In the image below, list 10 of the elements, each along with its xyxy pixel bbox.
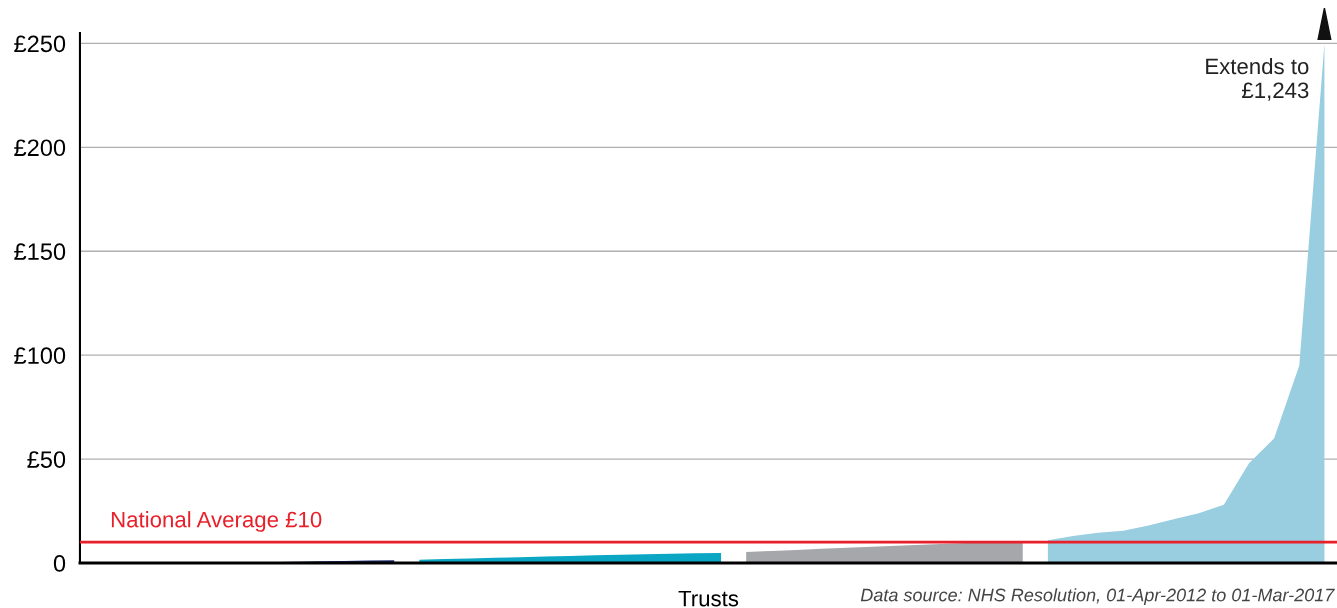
ref-line-label: National Average £10: [111, 511, 322, 532]
y-tick-label: £150: [14, 243, 66, 261]
source-note: Data source: NHS Resolution, 01-Apr-2012 to 01-Mar-2017: [860, 588, 1335, 605]
y-tick-label: £50: [27, 451, 66, 468]
annotation: Extends to £1,243: [1206, 57, 1309, 101]
y-tick-label: £250: [14, 35, 66, 53]
y-tick-label: £200: [14, 139, 66, 157]
y-tick-label: £100: [14, 347, 66, 364]
y-tick-label: 0: [53, 555, 66, 572]
x-axis-title: Trusts: [678, 590, 739, 607]
